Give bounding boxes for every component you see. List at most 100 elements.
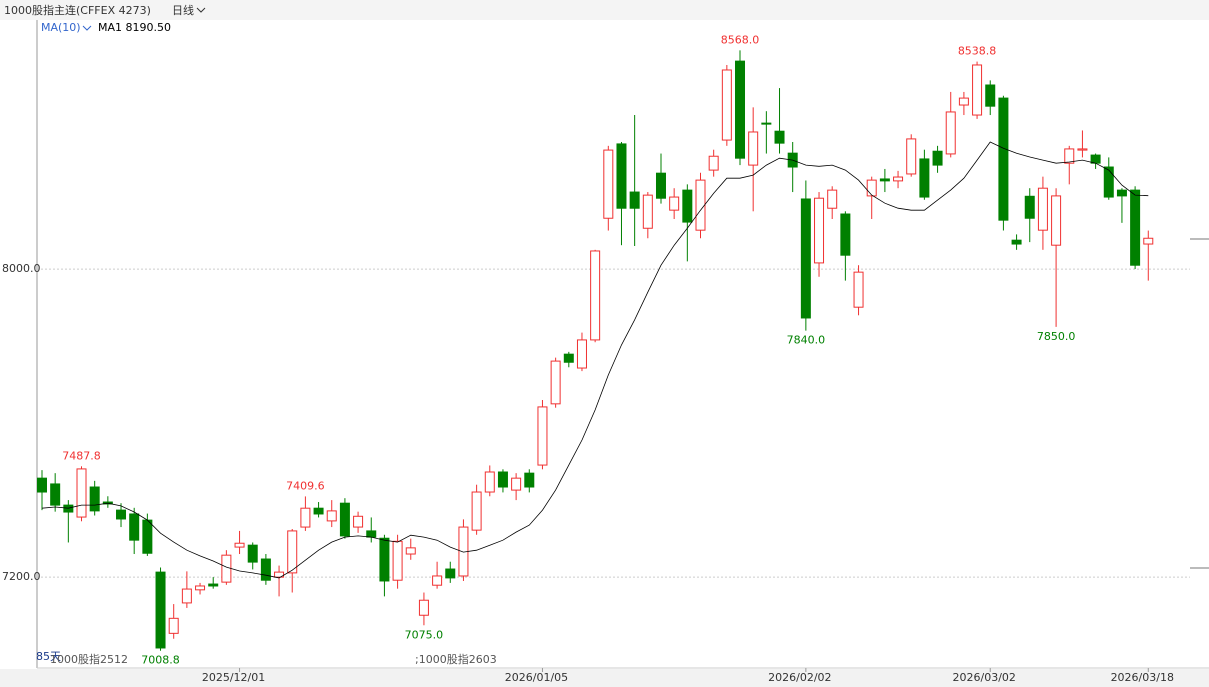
day-count: 85天 <box>36 650 61 663</box>
candle-body <box>1011 239 1022 245</box>
candle-body <box>616 143 627 209</box>
candle-body <box>1103 166 1114 198</box>
candle-body <box>418 599 429 616</box>
candle-body <box>155 571 166 649</box>
period-select[interactable]: 日线 <box>172 3 194 17</box>
candle-body <box>748 131 759 166</box>
candle-body <box>932 150 943 166</box>
period-chevron[interactable] <box>196 7 206 13</box>
candle-body <box>721 69 732 141</box>
candle-body <box>1143 237 1154 245</box>
candle-body <box>247 544 258 563</box>
candle-body <box>405 547 416 555</box>
extreme-label: 8568.0 <box>721 33 760 46</box>
candle-body <box>985 84 996 107</box>
candle-body <box>853 271 864 308</box>
candle-body <box>893 176 904 182</box>
candle-body <box>50 483 61 506</box>
candle-body <box>827 189 838 209</box>
candle-body <box>590 250 601 341</box>
extreme-label: 7075.0 <box>405 628 444 641</box>
extreme-label: 7487.8 <box>62 449 101 462</box>
candle-body <box>866 179 877 197</box>
extreme-label: 7008.8 <box>141 654 180 667</box>
candle-body <box>326 510 337 522</box>
candle-body <box>1130 189 1141 266</box>
x-tick-label: 2025/12/01 <box>202 671 265 684</box>
candle-body <box>129 513 140 541</box>
extreme-label: 7840.0 <box>787 334 826 347</box>
extreme-label: 7409.6 <box>286 479 325 492</box>
y-tick-label: 7200.0 <box>2 570 41 583</box>
candle-body <box>998 97 1009 221</box>
candle-body <box>814 197 825 264</box>
candle-body <box>445 568 456 579</box>
candle-body <box>603 149 614 219</box>
candle-body <box>89 486 100 512</box>
ma-value: MA1 8190.50 <box>98 21 171 34</box>
candle-body <box>142 519 153 554</box>
candle-body <box>524 472 535 488</box>
candle-body <box>879 178 890 182</box>
candle-body <box>1090 154 1101 164</box>
candle-body <box>906 138 917 175</box>
candle-body <box>761 122 772 125</box>
candle-body <box>181 588 192 604</box>
header-bar <box>0 0 1209 20</box>
candle-body <box>484 471 495 493</box>
ma-selector[interactable]: MA(10) <box>41 21 81 34</box>
extreme-label: 8538.8 <box>958 45 997 58</box>
y-tick-label: 8000.0 <box>2 262 41 275</box>
candle-body <box>353 515 364 528</box>
candle-body <box>76 468 87 518</box>
contract-label: ;1000股指2603 <box>415 652 497 666</box>
ma-line <box>41 141 1149 579</box>
candle-body <box>1024 195 1035 219</box>
candle-body <box>313 507 324 515</box>
candle-body <box>708 155 719 171</box>
candle-body <box>774 130 785 144</box>
candle-body <box>642 194 653 229</box>
x-tick-label: 2026/03/18 <box>1111 671 1174 684</box>
candle-body <box>37 477 47 493</box>
symbol-title: 1000股指主连(CFFEX 4273) <box>4 3 151 17</box>
candle-body <box>234 542 245 548</box>
candle-body <box>260 558 271 581</box>
candle-body <box>1077 148 1088 151</box>
candle-body <box>221 554 232 583</box>
candle-body <box>655 172 666 199</box>
x-axis-bar <box>0 669 1209 687</box>
candle-body <box>735 60 746 159</box>
candle-body <box>800 198 811 319</box>
candle-body <box>168 617 179 634</box>
candle-body <box>919 158 930 198</box>
candle-body <box>274 571 285 578</box>
candle-body <box>1051 195 1062 246</box>
ma-chevron[interactable] <box>82 25 92 31</box>
candle-body <box>471 491 482 531</box>
x-tick-label: 2026/02/02 <box>768 671 831 684</box>
candle-body <box>195 585 206 591</box>
x-tick-label: 2026/03/02 <box>953 671 1016 684</box>
candle-body <box>497 471 508 488</box>
candle-body <box>116 509 127 520</box>
extreme-label: 7850.0 <box>1037 330 1076 343</box>
candle-body <box>537 406 548 466</box>
candle-body <box>1064 148 1075 164</box>
candle-body <box>392 540 403 581</box>
candle-body <box>576 339 587 369</box>
candle-body <box>379 537 390 582</box>
candle-body <box>682 189 693 223</box>
candle-body <box>300 507 311 528</box>
candle-body <box>972 64 983 116</box>
candle-body <box>563 353 574 363</box>
candle-body <box>695 179 706 231</box>
candle-body <box>840 213 851 256</box>
candle-body <box>945 111 956 155</box>
candle-body <box>629 191 640 209</box>
candle-body <box>287 530 298 574</box>
candle-body <box>432 575 443 586</box>
